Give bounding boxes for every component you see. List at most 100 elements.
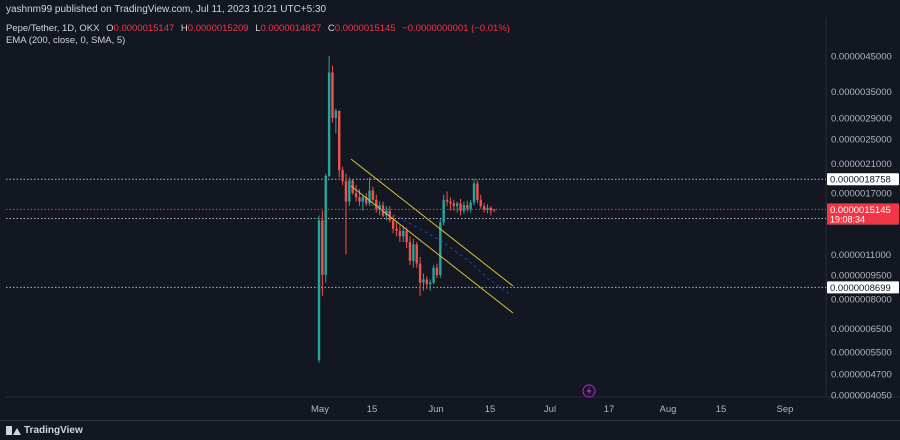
candle-body (429, 282, 432, 285)
candle-body (422, 279, 425, 283)
candle-body (331, 72, 334, 118)
candle-body (371, 190, 375, 200)
candle-body (412, 244, 415, 261)
candle-body (354, 193, 358, 198)
level-label-text: 0.0000008699 (830, 283, 891, 294)
candle-body (395, 228, 398, 231)
low-value: 0.0000014827 (260, 23, 322, 34)
symbol-label[interactable]: Pepe/Tether, 1D, OKX (6, 23, 100, 34)
candle-body (418, 263, 422, 283)
y-tick-label: 0.0000011000 (831, 250, 891, 261)
x-tick-label: Sep (777, 404, 794, 415)
x-tick-label: May (311, 404, 329, 415)
candle-body (469, 202, 472, 209)
level-label-badge (827, 173, 899, 186)
x-tick-label: 17 (604, 404, 615, 415)
countdown-text: 19:08:34 (830, 214, 865, 224)
candle-body (388, 210, 391, 221)
x-tick-label: 15 (716, 404, 727, 415)
candle-body (449, 201, 452, 204)
last-price-badge (827, 203, 899, 225)
candle-body (317, 220, 321, 360)
candle-body (452, 203, 455, 207)
ema-legend[interactable]: EMA (200, close, 0, SMA, 5) (6, 35, 126, 46)
attribution-text: yashnm99 published on TradingView.com, J… (6, 4, 327, 15)
candle-body (476, 183, 479, 200)
y-tick-label: 0.0000004700 (831, 370, 892, 381)
candle-body (321, 220, 324, 275)
y-tick-label: 0.0000004050 (831, 391, 892, 402)
candle-body (439, 222, 442, 275)
candle-body (442, 199, 445, 223)
candle-body (408, 242, 412, 261)
candle-body (489, 207, 493, 211)
y-tick-label: 0.0000045000 (831, 52, 892, 63)
footer-bar: TradingView (0, 420, 900, 440)
x-tick-label: Jun (428, 404, 443, 415)
x-tick-label: 15 (485, 404, 496, 415)
price-chart[interactable]: 0.0000045000 0.0000035000 0.0000029000 0.00… (0, 0, 900, 420)
y-tick-label: 0.0000006500 (831, 324, 892, 335)
candle-body (334, 110, 338, 118)
last-price-text: 0.0000015145 (830, 205, 891, 216)
candle-body (375, 199, 378, 209)
candle-body (415, 244, 418, 264)
x-tick-label: 15 (367, 404, 378, 415)
channel-upper-line (350, 158, 514, 287)
close-value: 0.0000015145 (334, 23, 396, 34)
candle-body (482, 206, 486, 210)
open-value: 0.0000015147 (113, 23, 175, 34)
tradingview-logo[interactable]: TradingView (6, 425, 83, 436)
candle-body (324, 175, 327, 275)
y-tick-label: 0.0000021000 (831, 159, 892, 170)
candle-body (466, 205, 469, 209)
ohlc-legend: Pepe/Tether, 1D, OKX O0.0000015147 H0.00… (6, 23, 510, 34)
candle-body (361, 197, 365, 202)
candle-body (368, 190, 371, 204)
channel-lower-line (350, 185, 514, 314)
candle-body (435, 267, 439, 275)
candle-body (405, 230, 408, 243)
candle-body (425, 279, 429, 285)
high-value: 0.0000015209 (187, 23, 249, 34)
candle-body (493, 209, 496, 211)
candle-body (341, 170, 344, 182)
candle-body (455, 203, 459, 207)
level-label-badge (827, 281, 899, 294)
change-value: −0.0000000001 (−0.01%) (402, 23, 510, 34)
candle-body (364, 197, 368, 204)
candle-body (445, 199, 449, 202)
candle-body (358, 197, 361, 202)
candle-body (402, 230, 405, 237)
open-label: O (106, 23, 114, 34)
candle-body (459, 203, 462, 211)
y-tick-label: 0.0000029000 (831, 113, 892, 124)
candle-body (486, 207, 489, 210)
tradingview-logo-icon (6, 426, 21, 435)
ema-projection-line (359, 199, 513, 297)
candle-body (348, 180, 351, 202)
candle-body (327, 72, 331, 176)
y-tick-label: 0.0000008000 (831, 295, 892, 306)
event-lightning-icon[interactable] (582, 384, 596, 398)
close-label: C (327, 23, 335, 34)
level-label-text: 0.0000018758 (830, 175, 891, 186)
low-label: L (255, 23, 261, 34)
y-tick-label: 0.0000035000 (831, 87, 892, 98)
candle-body (472, 183, 476, 203)
tradingview-brand-text: TradingView (24, 425, 83, 436)
candle-body (344, 181, 348, 202)
candle-body (398, 230, 402, 237)
x-tick-label: Aug (660, 404, 677, 415)
y-tick-label: 0.0000025000 (831, 134, 892, 145)
candle-body (385, 210, 388, 216)
y-tick-label: 0.0000017000 (831, 189, 892, 200)
y-tick-label: 0.0000009500 (831, 270, 892, 281)
high-label: H (180, 23, 188, 34)
candle-body (338, 110, 341, 171)
y-tick-label: 0.0000005500 (831, 347, 892, 358)
candle-body (391, 220, 395, 229)
candle-body (378, 205, 381, 209)
x-tick-label: Jul (544, 404, 556, 415)
candle-body (432, 267, 435, 283)
